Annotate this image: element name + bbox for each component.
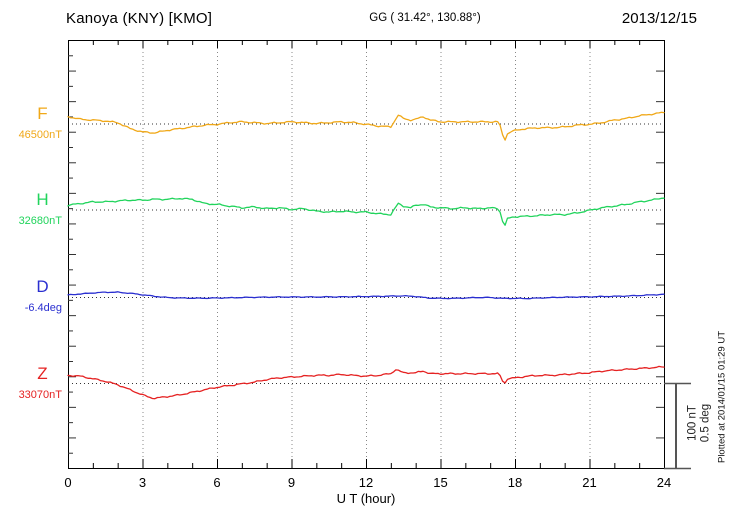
series-label-z: Z [37,364,48,383]
series-label-h: H [36,190,49,209]
scale-deg-label: 0.5 deg [699,403,711,443]
plot-date: 2013/12/15 [621,10,697,27]
trace-D [67,291,665,300]
x-tick-label-12: 12 [359,475,373,490]
station-title: Kanoya (KNY) [KMO] [66,10,213,27]
x-tick-label-6: 6 [213,475,220,490]
x-tick-label-18: 18 [508,475,522,490]
series-label-f: F [37,104,48,123]
x-axis-title: U T (hour) [336,491,396,506]
x-tick-label-15: 15 [433,475,447,490]
x-tick-label-3: 3 [139,475,146,490]
x-tick-label-9: 9 [288,475,295,490]
series-baseline-value-h: 32680nT [18,215,62,227]
series-baseline-value-d: -6.4deg [24,302,62,314]
plotted-at-note: Plotted at 2014/01/15 01:29 UT [716,330,728,464]
trace-H [67,197,665,226]
trace-Z [67,365,665,400]
trace-F [67,111,665,141]
series-baseline-value-z: 33070nT [18,389,62,401]
x-tick-label-0: 0 [64,475,71,490]
geographic-coordinates: GG ( 31.42°, 130.88°) [369,12,481,24]
series-label-d: D [36,277,49,296]
scale-bar-labels: 100 nT 0.5 deg [687,404,712,442]
x-tick-label-24: 24 [657,475,671,490]
x-tick-label-21: 21 [582,475,596,490]
scale-nt-label: 100 nT [686,405,699,441]
series-baseline-value-f: 46500nT [18,129,62,141]
